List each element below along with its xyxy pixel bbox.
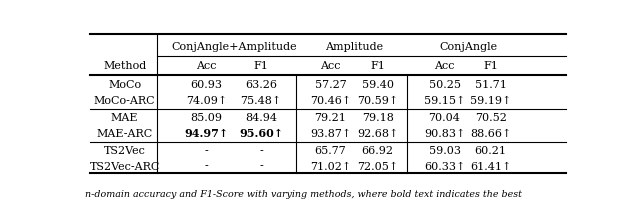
Text: 59.19↑: 59.19↑ [470, 96, 511, 106]
Text: 88.66↑: 88.66↑ [470, 129, 511, 138]
Text: ConjAngle+Amplitude: ConjAngle+Amplitude [171, 42, 296, 52]
Text: 93.87↑: 93.87↑ [310, 129, 351, 138]
Text: 72.05↑: 72.05↑ [357, 161, 398, 171]
Text: 70.04: 70.04 [429, 113, 461, 123]
Text: -: - [205, 146, 209, 156]
Text: 50.25: 50.25 [429, 80, 461, 90]
Text: 70.59↑: 70.59↑ [357, 96, 398, 106]
Text: 57.27: 57.27 [315, 80, 346, 90]
Text: ConjAngle: ConjAngle [439, 42, 497, 52]
Text: n-domain accuracy and F1-Score with varying methods, where bold text indicates t: n-domain accuracy and F1-Score with vary… [85, 190, 522, 199]
Text: MoCo: MoCo [108, 80, 141, 90]
Text: 70.46↑: 70.46↑ [310, 96, 351, 106]
Text: MoCo-ARC: MoCo-ARC [94, 96, 156, 106]
Text: TS2Vec-ARC: TS2Vec-ARC [90, 161, 160, 171]
Text: 75.48↑: 75.48↑ [241, 96, 282, 106]
Text: Acc: Acc [320, 61, 340, 71]
Text: 74.09↑: 74.09↑ [186, 96, 227, 106]
Text: 66.92: 66.92 [362, 146, 394, 156]
Text: Acc: Acc [435, 61, 455, 71]
Text: 60.21: 60.21 [475, 146, 507, 156]
Text: -: - [205, 161, 209, 171]
Text: -: - [259, 146, 263, 156]
Text: 79.18: 79.18 [362, 113, 394, 123]
Text: 63.26: 63.26 [245, 80, 277, 90]
Text: 60.33↑: 60.33↑ [424, 161, 465, 171]
Text: MAE: MAE [111, 113, 138, 123]
Text: 60.93: 60.93 [191, 80, 223, 90]
Text: 59.15↑: 59.15↑ [424, 96, 465, 106]
Text: 61.41↑: 61.41↑ [470, 161, 511, 171]
Text: 92.68↑: 92.68↑ [357, 129, 398, 138]
Text: Method: Method [103, 61, 147, 71]
Text: 84.94: 84.94 [245, 113, 277, 123]
Text: 95.60↑: 95.60↑ [239, 128, 283, 139]
Text: MAE-ARC: MAE-ARC [97, 129, 153, 138]
Text: 70.52: 70.52 [475, 113, 507, 123]
Text: 90.83↑: 90.83↑ [424, 129, 465, 138]
Text: F1: F1 [370, 61, 385, 71]
Text: -: - [259, 161, 263, 171]
Text: 51.71: 51.71 [475, 80, 507, 90]
Text: 65.77: 65.77 [315, 146, 346, 156]
Text: 79.21: 79.21 [314, 113, 346, 123]
Text: Acc: Acc [196, 61, 217, 71]
Text: 59.03: 59.03 [429, 146, 461, 156]
Text: 94.97↑: 94.97↑ [184, 128, 228, 139]
Text: 85.09: 85.09 [191, 113, 223, 123]
Text: Amplitude: Amplitude [324, 42, 383, 52]
Text: F1: F1 [483, 61, 498, 71]
Text: TS2Vec: TS2Vec [104, 146, 145, 156]
Text: F1: F1 [253, 61, 268, 71]
Text: 71.02↑: 71.02↑ [310, 161, 351, 171]
Text: 59.40: 59.40 [362, 80, 394, 90]
